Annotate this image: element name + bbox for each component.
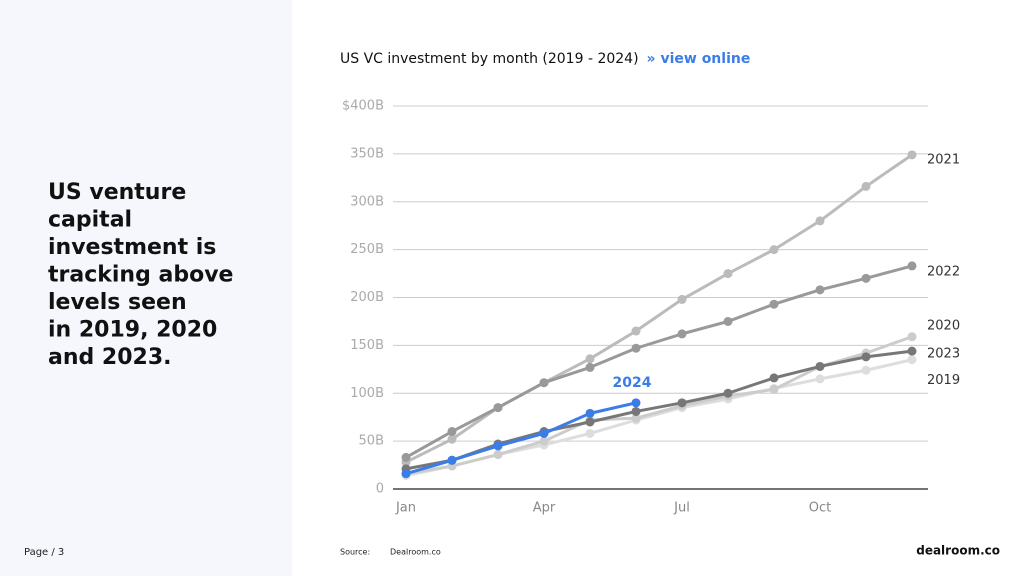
data-point: [585, 354, 595, 364]
data-point: [539, 378, 549, 388]
series-line: [405, 335, 913, 476]
data-point: [907, 355, 917, 365]
data-point: [769, 384, 779, 394]
data-point: [677, 294, 687, 304]
data-point: [631, 398, 641, 408]
data-point: [585, 362, 595, 372]
y-tick-label: 50B: [359, 434, 384, 449]
y-tick-label: 350B: [350, 146, 384, 161]
data-point: [401, 452, 411, 462]
data-point: [631, 326, 641, 336]
data-point: [861, 181, 871, 191]
data-point: [585, 417, 595, 427]
data-point: [401, 469, 411, 479]
y-tick-label: 300B: [350, 194, 384, 209]
data-point: [493, 403, 503, 413]
data-point: [447, 455, 457, 465]
logo: dealroom.co: [916, 544, 1000, 558]
series-label: 2024: [613, 375, 652, 391]
y-tick-label: 100B: [350, 386, 384, 401]
headline-line: levels seen: [48, 290, 187, 315]
data-point: [447, 427, 457, 437]
headline-line: investment is: [48, 235, 216, 260]
source-label: Source:: [340, 548, 370, 557]
data-point: [769, 299, 779, 309]
data-point: [631, 406, 641, 416]
data-point: [907, 150, 917, 160]
y-tick-label: 200B: [350, 290, 384, 305]
series-label: 2020: [927, 318, 960, 333]
chart-title: US VC investment by month (2019 - 2024): [340, 51, 639, 67]
data-point: [677, 329, 687, 339]
headline-line: in 2019, 2020: [48, 318, 217, 343]
data-point: [631, 413, 641, 423]
data-point: [631, 343, 641, 353]
data-point: [861, 365, 871, 375]
data-point: [447, 434, 457, 444]
data-point: [861, 273, 871, 283]
data-point: [815, 374, 825, 384]
data-point: [907, 346, 917, 356]
headline-line: capital: [48, 208, 132, 233]
y-tick-label: 150B: [350, 338, 384, 353]
data-point: [493, 450, 503, 460]
series-label: 2023: [927, 347, 960, 362]
series-line: [405, 349, 913, 471]
view-online-link[interactable]: » view online: [647, 51, 751, 67]
series-label: 2021: [927, 152, 960, 167]
data-point: [861, 352, 871, 362]
source: Dealroom.co: [390, 548, 441, 557]
data-point: [769, 373, 779, 383]
y-tick-label: 0: [376, 482, 384, 497]
x-tick-label: Apr: [533, 501, 556, 516]
data-point: [907, 332, 917, 342]
data-point: [769, 245, 779, 255]
y-tick-label: $400B: [342, 99, 384, 114]
headline-line: US venture: [48, 180, 186, 205]
data-point: [723, 316, 733, 326]
data-point: [815, 361, 825, 371]
x-tick-label: Oct: [809, 501, 831, 516]
x-tick-label: Jan: [395, 501, 416, 516]
headline-line: and 2023.: [48, 345, 172, 370]
y-tick-label: 250B: [350, 242, 384, 257]
data-point: [907, 261, 917, 271]
data-point: [493, 441, 503, 451]
series-label: 2019: [927, 373, 960, 388]
side-panel: [0, 0, 292, 576]
headline-line: tracking above: [48, 263, 233, 288]
data-point: [677, 398, 687, 408]
data-point: [723, 269, 733, 279]
series-line: [405, 401, 637, 476]
data-point: [585, 428, 595, 438]
data-point: [539, 428, 549, 438]
data-point: [723, 388, 733, 398]
data-point: [585, 408, 595, 418]
page-number: Page / 3: [24, 547, 64, 558]
data-point: [815, 216, 825, 226]
data-point: [815, 285, 825, 295]
x-tick-label: Jul: [673, 501, 690, 516]
series-label: 2022: [927, 264, 960, 279]
data-point: [539, 436, 549, 446]
series-line: [405, 264, 913, 459]
